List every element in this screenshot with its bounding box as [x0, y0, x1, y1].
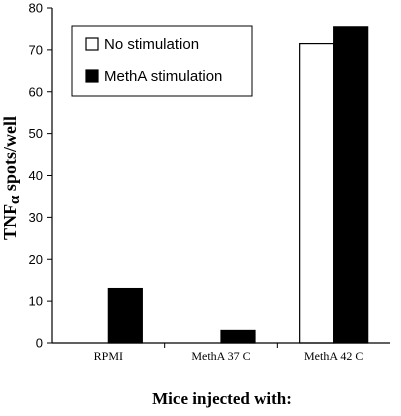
bar-no-stimulation [299, 42, 335, 344]
bar-metha-stimulation [220, 329, 256, 344]
y-tick-label: 0 [36, 336, 43, 351]
bar-metha-stimulation [333, 26, 369, 344]
bar-metha-stimulation [107, 287, 143, 344]
y-tick-label: 40 [29, 168, 43, 183]
y-tick-label: 60 [29, 84, 43, 99]
legend-label-metha-stimulation: MethA stimulation [104, 68, 222, 85]
y-tick-label: 20 [29, 252, 43, 267]
y-tick-label: 80 [29, 1, 43, 16]
category-labels: RPMI MethA 37 C MethA 42 C [94, 343, 363, 363]
y-axis-title-main: TNF [0, 204, 20, 240]
bars [107, 26, 369, 344]
y-tick-label: 10 [29, 294, 43, 309]
y-axis-ticks: 0 10 20 30 40 50 60 70 80 [29, 1, 52, 351]
y-tick-label: 50 [29, 126, 43, 141]
y-tick-label: 70 [29, 42, 43, 57]
category-label: RPMI [94, 349, 123, 363]
legend-swatch-no-stimulation [85, 37, 99, 51]
category-label: MethA 37 C [191, 349, 250, 363]
legend-label-no-stimulation: No stimulation [104, 36, 199, 53]
y-tick-label: 30 [29, 210, 43, 225]
category-label: MethA 42 C [304, 349, 363, 363]
legend-swatch-metha-stimulation [85, 69, 99, 83]
legend-box [71, 25, 253, 97]
legend: No stimulation MethA stimulation [71, 25, 253, 97]
y-axis-title-rest: spots/well [0, 116, 20, 196]
x-axis-title: Mice injected with: [152, 389, 292, 408]
y-axis-title: TNFα spots/well [0, 116, 23, 240]
y-axis-title-symbol: α [7, 195, 23, 204]
